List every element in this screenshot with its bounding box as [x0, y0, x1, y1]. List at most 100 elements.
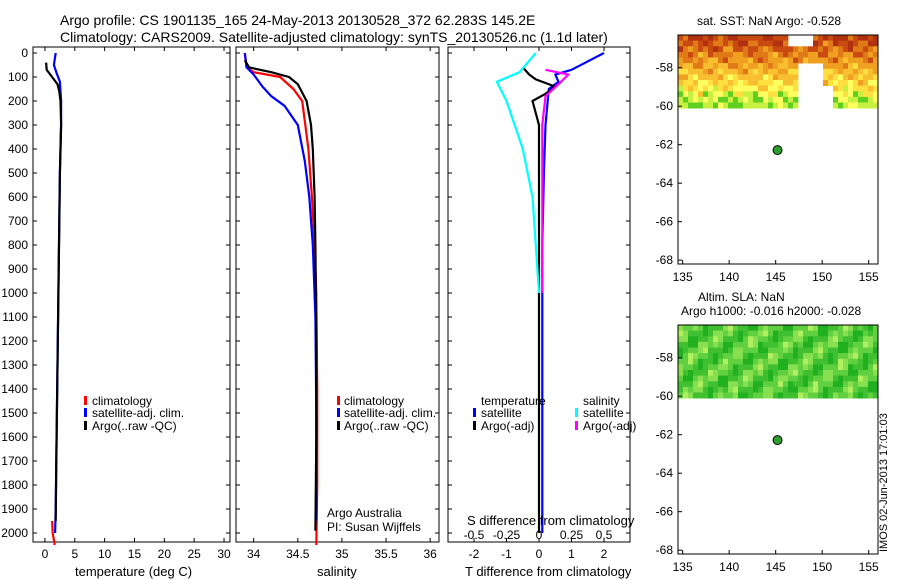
heatmap-cell: [758, 96, 764, 103]
heatmap-cell: [778, 91, 784, 98]
heatmap-cell: [678, 91, 684, 98]
heatmap-cell: [873, 57, 879, 64]
heatmap-cell: [768, 358, 774, 365]
series-line-3: [495, 52, 541, 294]
legend-label-sal-satellite: satellite: [583, 406, 624, 420]
heatmap-cell: [743, 386, 749, 393]
heatmap-cell: [758, 325, 764, 331]
heatmap-cell: [688, 325, 694, 331]
heatmap-cell: [813, 40, 819, 47]
heatmap-cell: [823, 68, 829, 75]
heatmap-cell: [868, 381, 874, 388]
x-tick-label: 34.5: [286, 547, 310, 561]
heatmap-cell: [868, 85, 874, 92]
heatmap-cell: [758, 375, 764, 382]
heatmap-cell: [738, 35, 744, 41]
legend-swatch-climatology: [337, 396, 340, 405]
heatmap-cell: [698, 85, 704, 92]
sla-heatmap: [678, 325, 879, 399]
heatmap-cell: [723, 330, 729, 337]
heatmap-cell: [863, 341, 869, 348]
heatmap-cell: [803, 375, 809, 382]
heatmap-cell: [733, 392, 739, 399]
heatmap-cell: [743, 353, 749, 360]
lon-tick-label: 135: [673, 560, 693, 574]
heatmap-cell: [783, 46, 789, 53]
heatmap-cell: [848, 102, 854, 109]
heatmap-cell: [703, 381, 709, 388]
heatmap-cell: [828, 353, 834, 360]
heatmap-cell: [833, 370, 839, 376]
heatmap-cell: [863, 325, 869, 331]
heatmap-cell: [688, 35, 694, 41]
heatmap-cell: [773, 347, 779, 354]
heatmap-cell: [848, 370, 854, 376]
heatmap-cell: [713, 40, 719, 47]
heatmap-cell: [693, 57, 699, 64]
heatmap-cell: [678, 57, 684, 64]
heatmap-cell: [718, 85, 724, 92]
heatmap-cell: [728, 341, 734, 348]
heatmap-cell: [793, 392, 799, 399]
temperature-legend: climatology satellite-adj. clim. Argo(..…: [84, 394, 184, 433]
heatmap-cell: [828, 74, 834, 81]
heatmap-cell: [743, 358, 749, 365]
heatmap-cell: [708, 341, 714, 348]
heatmap-cell: [698, 91, 704, 98]
legend-label-climatology: climatology: [344, 394, 404, 408]
heatmap-cell: [853, 330, 859, 337]
heatmap-cell: [863, 46, 869, 53]
heatmap-cell: [788, 74, 794, 81]
temperature-axes-frame: [32, 46, 231, 543]
heatmap-cell: [703, 74, 709, 81]
heatmap-cell: [728, 364, 734, 371]
heatmap-cell: [758, 51, 764, 58]
heatmap-cell: [808, 46, 814, 53]
heatmap-cell: [738, 375, 744, 382]
heatmap-cell: [818, 370, 824, 376]
heatmap-cell: [833, 74, 839, 81]
heatmap-cell: [773, 80, 779, 86]
series-line-1: [51, 520, 56, 545]
heatmap-cell: [758, 392, 764, 399]
heatmap-cell: [853, 68, 859, 75]
heatmap-cell: [848, 392, 854, 399]
heatmap-cell: [803, 353, 809, 360]
heatmap-cell: [738, 381, 744, 388]
heatmap-cell: [738, 40, 744, 47]
heatmap-cell: [753, 330, 759, 337]
heatmap-cell: [748, 336, 754, 343]
sst-map-panel: sat. SST: NaN Argo: -0.528 135 140 145 150 1…: [656, 14, 879, 284]
difference-x-axis: -2 -1 0 1 2 -0.5 -0.25 0 0.25 0.5: [464, 47, 613, 561]
temperature-panel: 0100200300400500600700800900100011001200…: [1, 46, 630, 579]
heatmap-cell: [708, 102, 714, 109]
heatmap-cell: [683, 392, 689, 399]
heatmap-cell: [873, 375, 879, 382]
heatmap-cell: [858, 46, 864, 53]
heatmap-cell: [813, 386, 819, 393]
heatmap-cell: [713, 381, 719, 388]
lat-tick-label: -58: [656, 351, 674, 365]
salinity-series: [243, 52, 319, 546]
heatmap-cell: [838, 35, 844, 41]
heatmap-cell: [813, 370, 819, 376]
heatmap-cell: [693, 80, 699, 86]
heatmap-cell: [843, 85, 849, 92]
heatmap-cell: [678, 35, 684, 41]
heatmap-cell: [738, 51, 744, 58]
heatmap-cell: [703, 35, 709, 41]
heatmap-cell: [778, 358, 784, 365]
lat-tick-label: -62: [656, 138, 674, 152]
heatmap-cell: [843, 370, 849, 376]
heatmap-cell: [703, 102, 709, 109]
heatmap-cell: [773, 381, 779, 388]
legend-label-argo: Argo(..raw -QC): [344, 419, 429, 433]
heatmap-cell: [758, 364, 764, 371]
heatmap-cell: [713, 353, 719, 360]
heatmap-cell: [873, 353, 879, 360]
heatmap-cell: [873, 341, 879, 348]
heatmap-cell: [858, 370, 864, 376]
heatmap-cell: [858, 353, 864, 360]
heatmap-cell: [748, 386, 754, 393]
heatmap-cell: [813, 57, 819, 64]
